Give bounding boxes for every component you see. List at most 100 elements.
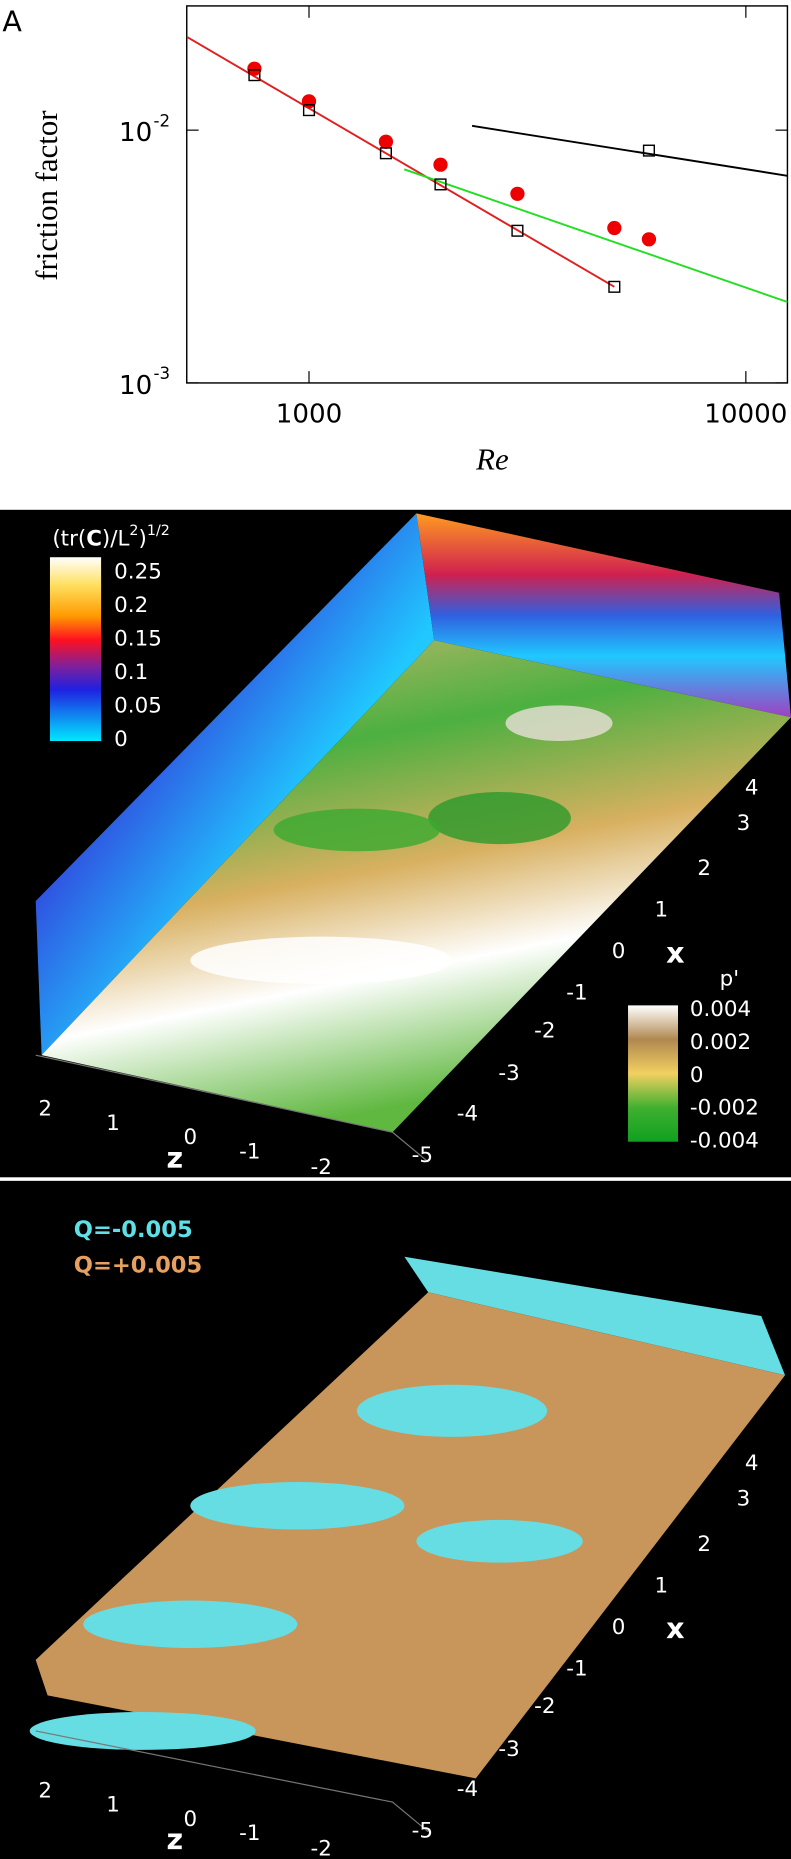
z-tick-label: 1	[106, 1111, 120, 1136]
circle-marker	[641, 232, 657, 247]
circle-marker	[433, 157, 448, 172]
circle-marker	[378, 134, 394, 149]
y-tick-label: 10	[119, 118, 152, 148]
x-tick-label: 4	[745, 775, 759, 800]
colorbar-title-part: C	[86, 526, 102, 551]
square-marker	[642, 144, 656, 157]
circle-marker	[510, 186, 525, 201]
iso-blob	[190, 1481, 405, 1530]
colorbar-title-part: (tr(	[52, 526, 86, 551]
colorbar	[628, 1005, 678, 1142]
circle-marker	[607, 220, 622, 236]
square-marker	[608, 280, 621, 293]
legend-entry: Q=-0.005	[74, 1217, 193, 1243]
legend-entry: Q=+0.005	[74, 1253, 202, 1279]
x-tick-label: 3	[737, 1487, 751, 1512]
floor	[41, 640, 791, 1133]
colorbar-label: 0	[690, 1063, 704, 1088]
z-axis-label: z	[167, 1823, 184, 1856]
square-marker	[511, 224, 524, 237]
box-edge	[35, 1054, 429, 1163]
plot-frame	[186, 5, 789, 384]
z-tick-label: 0	[184, 1807, 198, 1832]
iso-blob	[29, 1711, 256, 1750]
x-tick-label: -3	[498, 1737, 519, 1762]
x-tick-label: 0	[612, 939, 626, 964]
iso-surface	[404, 1256, 786, 1376]
separator	[0, 1177, 791, 1181]
fit-line	[403, 168, 788, 303]
colorbar-title: (tr(C)/L2)1/2	[52, 523, 170, 551]
panel-label: C	[2, 1185, 22, 1218]
z-tick-label: 2	[38, 1097, 52, 1122]
wall-right	[416, 513, 791, 718]
x-tick-label: -2	[534, 1018, 555, 1043]
colorbar-label: 0.1	[114, 660, 148, 685]
colorbar-label: -0.004	[690, 1129, 759, 1154]
z-tick-label: 2	[38, 1778, 52, 1803]
y-tick-exponent: -2	[153, 111, 170, 130]
colorbar-title-part: )	[139, 526, 147, 551]
x-tick-label: 1	[655, 1573, 669, 1598]
x-tick-label: 1	[655, 898, 669, 923]
x-tick-label: 4	[745, 1451, 759, 1476]
square-marker	[434, 178, 447, 191]
colorbar-title-part: 1/2	[147, 523, 170, 539]
x-tick-label: 2	[697, 856, 711, 881]
square-marker	[379, 147, 392, 160]
iso-surface	[35, 1292, 786, 1779]
wall-left	[35, 513, 435, 1056]
x-tick-label: 10000	[704, 399, 787, 429]
circle-marker	[247, 61, 262, 76]
panel-label: B	[2, 512, 22, 545]
y-tick-label: 10	[119, 371, 152, 401]
x-axis-label: x	[666, 936, 684, 969]
x-tick-label: -2	[534, 1694, 555, 1719]
colorbar-title-part: )/L	[102, 526, 130, 551]
x-tick-label: -5	[412, 1819, 433, 1844]
colorbar-label: 0.2	[114, 593, 148, 618]
x-tick-label: -1	[566, 1656, 587, 1681]
x-tick-label: 0	[612, 1615, 626, 1640]
x-tick-label: -5	[412, 1143, 433, 1168]
fit-line	[471, 124, 788, 177]
x-axis-label: x	[666, 1612, 684, 1645]
z-tick-label: 0	[184, 1125, 198, 1150]
blob	[190, 936, 452, 985]
colorbar-label: 0.15	[114, 627, 162, 652]
y-axis-label: friction factor	[29, 111, 64, 281]
fit-line	[186, 35, 615, 288]
x-tick-label: 3	[737, 811, 751, 836]
blob	[273, 808, 441, 852]
colorbar-label: 0.002	[690, 1030, 751, 1055]
z-tick-label: -1	[239, 1139, 260, 1164]
iso-blob	[416, 1519, 583, 1563]
iso-blob	[356, 1384, 548, 1437]
blob	[505, 705, 613, 741]
colorbar-label: -0.002	[690, 1096, 759, 1121]
colorbar-title-part: 2	[129, 523, 138, 539]
colorbar-label: 0.05	[114, 693, 162, 718]
colorbar	[49, 557, 102, 741]
box-edge	[35, 1730, 429, 1833]
x-tick-label: 1000	[276, 399, 343, 429]
x-tick-label: -4	[457, 1101, 478, 1126]
z-axis-label: z	[167, 1142, 184, 1175]
square-marker	[248, 69, 261, 82]
y-tick-exponent: -3	[153, 364, 170, 383]
z-tick-label: 1	[106, 1793, 120, 1818]
z-tick-label: -1	[239, 1821, 260, 1846]
colorbar-title: p'	[720, 966, 739, 991]
colorbar-label: 0	[114, 727, 128, 752]
blob	[428, 791, 571, 845]
z-tick-label: -2	[310, 1155, 331, 1180]
z-tick-label: -2	[310, 1837, 331, 1859]
iso-blob	[83, 1600, 298, 1648]
x-tick-label: -4	[457, 1777, 478, 1802]
x-tick-label: -3	[498, 1061, 519, 1086]
colorbar-label: 0.25	[114, 560, 162, 585]
x-tick-label: 2	[697, 1532, 711, 1557]
square-marker	[302, 104, 316, 117]
x-axis-label: Re	[475, 441, 509, 476]
